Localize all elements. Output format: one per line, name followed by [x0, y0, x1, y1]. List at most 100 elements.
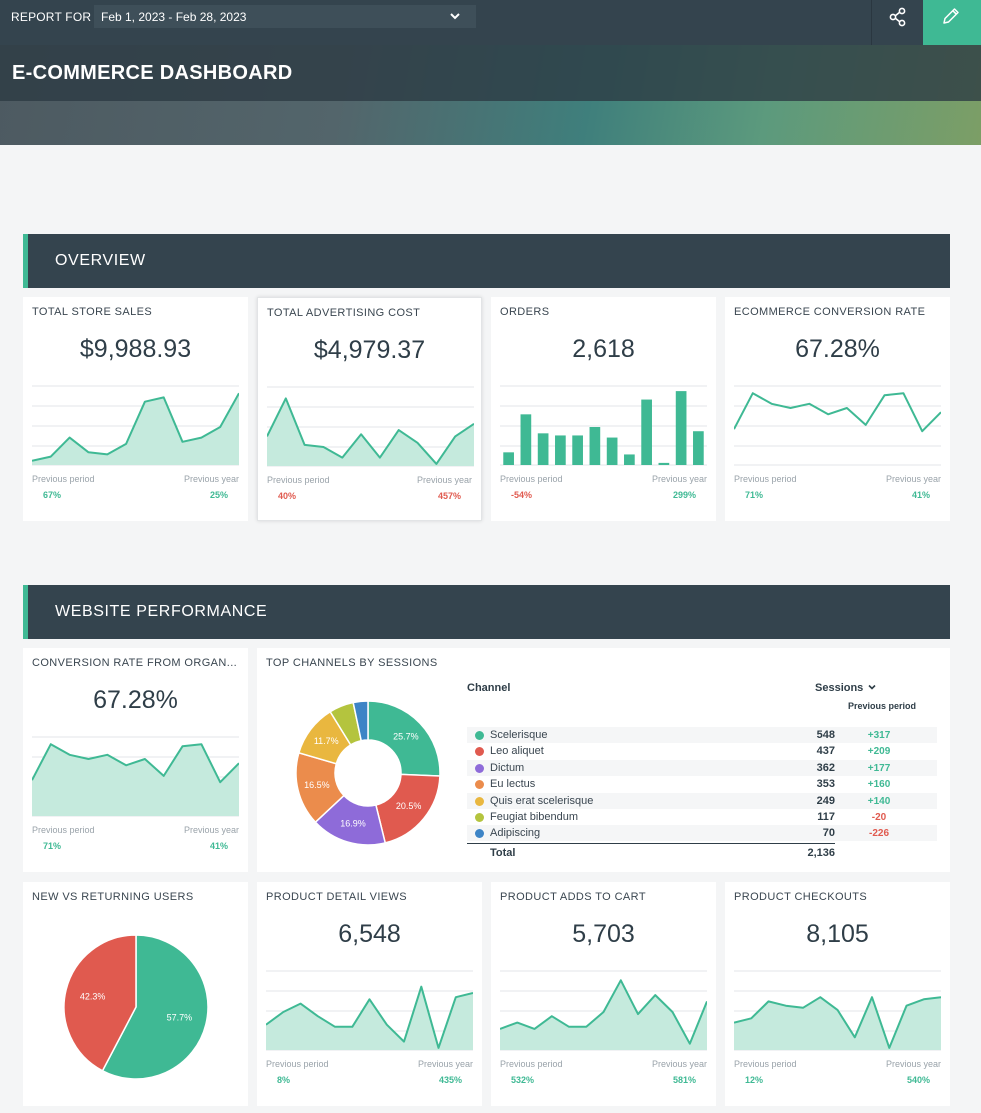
kpi-card-total-advertising-cost[interactable]: TOTAL ADVERTISING COST $4,979.37 Previou… [257, 297, 482, 521]
pie-slice[interactable] [101, 934, 209, 1080]
previous-period-label: Previous period [267, 475, 330, 485]
kpi-card-orders[interactable]: ORDERS 2,618 Previous period Previous ye… [491, 297, 716, 521]
channel-row[interactable]: Leo aliquet 437 +209 [467, 743, 937, 759]
sparkline-chart [266, 970, 473, 1051]
edit-button[interactable] [923, 0, 981, 45]
channel-sessions: 70 [822, 827, 835, 840]
channel-previous-period: -226 [868, 828, 889, 840]
series-line [32, 392, 239, 462]
previous-period-label: Previous period [500, 474, 563, 484]
previous-period-column-header: Previous period [848, 701, 917, 711]
channel-sessions: 353 [816, 778, 835, 791]
bar [537, 433, 549, 465]
chevron-down-icon [868, 684, 876, 690]
kpi-card-ecommerce-conversion-rate[interactable]: ECOMMERCE CONVERSION RATE 67.28% Previou… [725, 297, 950, 521]
channel-name: Quis erat scelerisque [490, 794, 594, 807]
channel-sessions: 548 [816, 729, 835, 741]
top-channels-card[interactable]: TOP CHANNELS BY SESSIONS 25.7% 20.5% 16.9%… [257, 648, 950, 872]
channel-sessions: 362 [816, 761, 835, 774]
channel-row[interactable]: Eu lectus 353 +160 [467, 776, 937, 792]
kpi-title: ECOMMERCE CONVERSION RATE [734, 306, 926, 318]
channel-color-dot [475, 813, 484, 822]
kpi-title: CONVERSION RATE FROM ORGAN... [32, 657, 238, 669]
bar-chart [500, 385, 707, 466]
series-line [32, 743, 239, 784]
kpi-card-product-detail-views[interactable]: PRODUCT DETAIL VIEWS 6,548 Previous peri… [257, 882, 482, 1106]
sparkline-chart [500, 970, 707, 1051]
previous-year-value: 41% [911, 490, 930, 500]
bar [675, 391, 687, 465]
total-label: Total [490, 847, 516, 859]
kpi-title: PRODUCT DETAIL VIEWS [266, 891, 408, 903]
previous-period-value: 532% [511, 1075, 535, 1085]
previous-year-label: Previous year [885, 1059, 941, 1069]
channel-color-dot [475, 829, 484, 839]
website-performance-section-title: WEBSITE PERFORMANCE [55, 603, 268, 620]
series-line [267, 397, 474, 465]
kpi-card-product-adds-to-cart[interactable]: PRODUCT ADDS TO CART 5,703 Previous peri… [491, 882, 716, 1106]
channel-name: Adipiscing [490, 827, 541, 840]
overview-section-title: OVERVIEW [55, 252, 146, 269]
slice-label: 16.5% [304, 780, 330, 790]
previous-year-label: Previous year [417, 1059, 473, 1069]
kpi-card-product-checkouts[interactable]: PRODUCT CHECKOUTS 8,105 Previous period … [725, 882, 950, 1106]
bar [572, 435, 583, 465]
kpi-value: 6,548 [338, 920, 401, 948]
previous-year-label: Previous year [885, 474, 941, 484]
channel-color-dot [475, 763, 484, 773]
area-fill [500, 980, 707, 1050]
top-channels-title: TOP CHANNELS BY SESSIONS [266, 657, 438, 669]
kpi-title: TOTAL ADVERTISING COST [267, 307, 421, 319]
area-fill [32, 744, 239, 816]
channel-previous-period: +160 [867, 779, 891, 791]
series-line [500, 979, 707, 1045]
kpi-value: 8,105 [806, 920, 869, 948]
pie-slice[interactable] [352, 700, 369, 742]
series-line [266, 985, 473, 1049]
channel-color-dot [475, 796, 484, 806]
share-button[interactable] [871, 0, 923, 45]
channel-row[interactable]: Feugiat bibendum 117 -20 [467, 809, 937, 825]
kpi-card-total-store-sales[interactable]: TOTAL STORE SALES $9,988.93 Previous per… [23, 297, 248, 521]
previous-period-label: Previous period [32, 474, 95, 484]
channel-color-dot [475, 731, 484, 740]
sparkline-chart [734, 970, 941, 1051]
share-icon [889, 7, 906, 27]
pie-slice[interactable] [374, 773, 441, 844]
date-range-select[interactable]: Feb 1, 2023 - Feb 28, 2023 [94, 5, 476, 28]
channel-row[interactable]: Scelerisque 548 +317 [467, 727, 937, 743]
pie-slice[interactable] [367, 700, 441, 777]
kpi-value: $9,988.93 [79, 335, 192, 363]
channel-color-dot [475, 780, 484, 790]
previous-year-value: 435% [438, 1075, 462, 1085]
bar [693, 431, 704, 465]
kpi-title: TOTAL STORE SALES [32, 306, 153, 318]
channel-previous-period: -20 [871, 812, 887, 823]
kpi-card-conversion-rate-organic[interactable]: CONVERSION RATE FROM ORGAN... 67.28% Pre… [23, 648, 248, 872]
banner-title-strip: E-COMMERCE DASHBOARD [0, 45, 981, 101]
channel-row[interactable]: Quis erat scelerisque 249 +140 [467, 792, 937, 809]
slice-label: 16.9% [340, 818, 366, 828]
series-line [734, 392, 941, 433]
area-fill [734, 997, 941, 1050]
previous-year-label: Previous year [416, 475, 472, 485]
chevron-down-icon [450, 13, 460, 20]
sparkline-chart [267, 386, 474, 467]
pie-slice[interactable] [63, 934, 137, 1072]
channel-row[interactable]: Adipiscing 70 -226 [467, 825, 937, 842]
channel-row[interactable]: Dictum 362 +177 [467, 759, 937, 776]
bar [520, 414, 532, 465]
new-vs-returning-card[interactable]: NEW VS RETURNING USERS 57.7% 42.3% [23, 882, 248, 1106]
dashboard-banner: E-COMMERCE DASHBOARD [0, 45, 981, 145]
channel-name: Dictum [490, 761, 525, 774]
channel-previous-period: +140 [867, 795, 891, 807]
previous-year-label: Previous year [651, 1059, 707, 1069]
slice-label: 20.5% [396, 801, 422, 811]
channel-sessions: 437 [816, 745, 835, 758]
channel-column-header: Channel [467, 682, 511, 694]
pencil-icon [943, 8, 959, 24]
top-channels-donut-chart: 25.7% 20.5% 16.9% 16.5% 11.7% [295, 700, 441, 846]
kpi-value: 2,618 [572, 335, 635, 363]
sessions-column-header[interactable]: Sessions [815, 682, 877, 694]
bar [658, 462, 670, 465]
